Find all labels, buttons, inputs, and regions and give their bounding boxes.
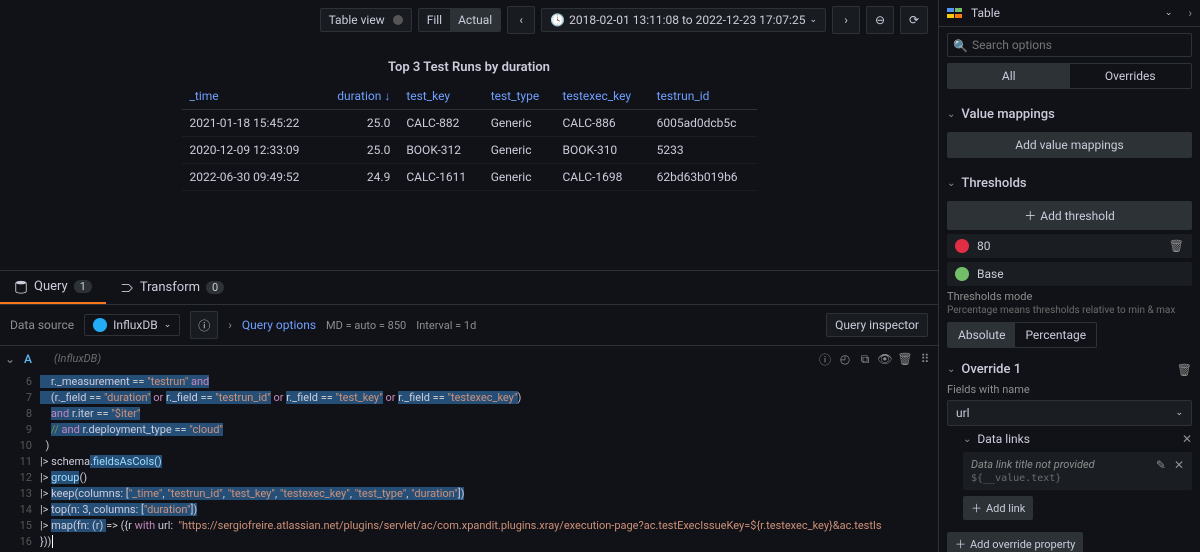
query-delete-icon[interactable]: 🗑 [896, 350, 914, 368]
collapse-query-button[interactable]: ⌄ [0, 346, 20, 372]
influxdb-icon [93, 318, 107, 332]
remove-data-links-icon[interactable]: ✕ [1182, 432, 1192, 446]
query-inspector-button[interactable]: Query inspector [826, 313, 928, 337]
col-duration[interactable]: duration ↓ [322, 83, 399, 110]
col-test-key[interactable]: test_key [398, 83, 482, 110]
data-link-item: ✎ ✕ Data link title not provided ${__valu… [963, 452, 1192, 490]
refresh-button[interactable]: ⟳ [900, 6, 928, 34]
table-row[interactable]: 2021-01-18 15:45:2225.0CALC-882GenericCA… [182, 110, 757, 137]
time-forward-button[interactable]: › [832, 6, 860, 34]
tab-transform[interactable]: Transform 0 [106, 271, 238, 304]
tab-all[interactable]: All [948, 64, 1070, 88]
add-value-mappings-button[interactable]: Add value mappings [947, 132, 1192, 158]
query-options-toggle[interactable]: Query options [242, 318, 316, 332]
thresholds-mode-desc: Percentage means thresholds relative to … [947, 305, 1192, 316]
override-1-section[interactable]: ⌄Override 1 [947, 362, 1021, 377]
col-time[interactable]: _time [182, 83, 322, 110]
panel-preview: Top 3 Test Runs by duration _time durati… [0, 40, 938, 270]
threshold-color-dot[interactable] [955, 239, 969, 253]
threshold-80[interactable]: 80 🗑 [947, 234, 1192, 258]
datasource-help-button[interactable]: ⓘ [190, 311, 218, 339]
add-threshold-button[interactable]: ＋Add threshold [947, 201, 1192, 230]
options-search-input[interactable] [947, 33, 1192, 57]
thresholds-mode-segment: Absolute Percentage [947, 322, 1097, 348]
data-links-section[interactable]: ⌄Data links ✕ [963, 432, 1192, 446]
delete-link-icon[interactable]: ✕ [1174, 458, 1184, 472]
table-row[interactable]: 2020-12-09 12:33:0925.0BOOK-312GenericBO… [182, 137, 757, 164]
query-count-badge: 1 [74, 280, 92, 293]
query-hide-icon[interactable]: 👁 [876, 350, 894, 368]
panel-toolbar: Table view Fill Actual ‹ 🕓 2018-02-01 13… [0, 0, 938, 40]
database-icon [14, 280, 28, 294]
add-link-button[interactable]: ＋Add link [963, 496, 1033, 520]
options-tab-segment: All Overrides [947, 63, 1192, 89]
actual-button[interactable]: Actual [450, 9, 500, 31]
time-back-button[interactable]: ‹ [507, 6, 535, 34]
query-timeshift-icon[interactable]: ◴ [836, 350, 854, 368]
add-override-property-button[interactable]: ＋Add override property [947, 532, 1083, 552]
sidebar-collapse-icon[interactable]: › [1188, 6, 1192, 20]
threshold-base[interactable]: Base [947, 262, 1192, 286]
flux-editor[interactable]: 678910111213141516 r._measurement == "te… [0, 372, 938, 552]
datasource-label: Data source [10, 318, 74, 332]
tab-transform-label: Transform [140, 280, 200, 295]
value-mappings-section[interactable]: ⌄Value mappings [947, 101, 1192, 128]
query-tabs: Query 1 Transform 0 [0, 270, 938, 304]
results-table: _time duration ↓ test_key test_type test… [182, 83, 757, 191]
delete-override-icon[interactable]: 🗑 [1177, 363, 1192, 377]
query-drag-icon[interactable]: ⠿ [916, 350, 934, 368]
search-icon: 🔍 [953, 39, 968, 53]
transform-count-badge: 0 [206, 281, 224, 294]
fill-actual-toggle: Fill Actual [418, 8, 502, 32]
panel-title: Top 3 Test Runs by duration [182, 60, 757, 75]
threshold-color-dot[interactable] [955, 267, 969, 281]
query-ref-id[interactable]: A [20, 346, 50, 372]
tab-query-label: Query [34, 279, 68, 294]
delete-threshold-icon[interactable]: 🗑 [1169, 239, 1184, 253]
data-link-url: ${__value.text} [971, 473, 1184, 484]
table-view-toggle[interactable]: Table view [320, 8, 412, 32]
col-test-type[interactable]: test_type [483, 83, 555, 110]
fields-with-name-label: Fields with name [947, 383, 1192, 396]
query-bar: Data source InfluxDB ⌄ ⓘ › Query options… [0, 304, 938, 345]
chevron-down-icon: ⌄ [1165, 8, 1173, 18]
edit-link-icon[interactable]: ✎ [1156, 458, 1166, 472]
clmissing: 🕓 [550, 13, 565, 27]
mode-percentage[interactable]: Percentage [1015, 323, 1096, 347]
tab-overrides[interactable]: Overrides [1070, 64, 1192, 88]
col-testrun-id[interactable]: testrun_id [649, 83, 757, 110]
query-help-icon[interactable]: ⓘ [816, 350, 834, 368]
data-link-title: Data link title not provided [971, 458, 1184, 471]
mode-absolute[interactable]: Absolute [948, 323, 1015, 347]
table-row[interactable]: 2022-06-30 09:49:5224.9CALC-1611GenericC… [182, 164, 757, 191]
tab-query[interactable]: Query 1 [0, 271, 106, 304]
thresholds-section[interactable]: ⌄Thresholds [947, 170, 1192, 197]
datasource-select[interactable]: InfluxDB ⌄ [84, 314, 180, 336]
query-editor-header: ⌄ A (InfluxDB) ⓘ ◴ ⧉ 👁 🗑 ⠿ [0, 345, 938, 372]
fill-button[interactable]: Fill [419, 9, 450, 31]
zoom-out-button[interactable]: ⊖ [866, 6, 894, 34]
col-testexec-key[interactable]: testexec_key [554, 83, 648, 110]
query-duplicate-icon[interactable]: ⧉ [856, 350, 874, 368]
query-interval: Interval = 1d [416, 319, 476, 332]
table-viz-icon [947, 8, 963, 18]
thresholds-mode-label: Thresholds mode [947, 290, 1192, 303]
transform-icon [120, 281, 134, 295]
visualization-picker[interactable]: Table ⌄ › [939, 0, 1200, 27]
override-field-select[interactable]: url⌄ [947, 400, 1192, 426]
time-range-picker[interactable]: 🕓 2018-02-01 13:11:08 to 2022-12-23 17:0… [541, 8, 826, 32]
query-datasource-hint: (InfluxDB) [50, 346, 812, 372]
query-md: MD = auto = 850 [326, 319, 406, 332]
